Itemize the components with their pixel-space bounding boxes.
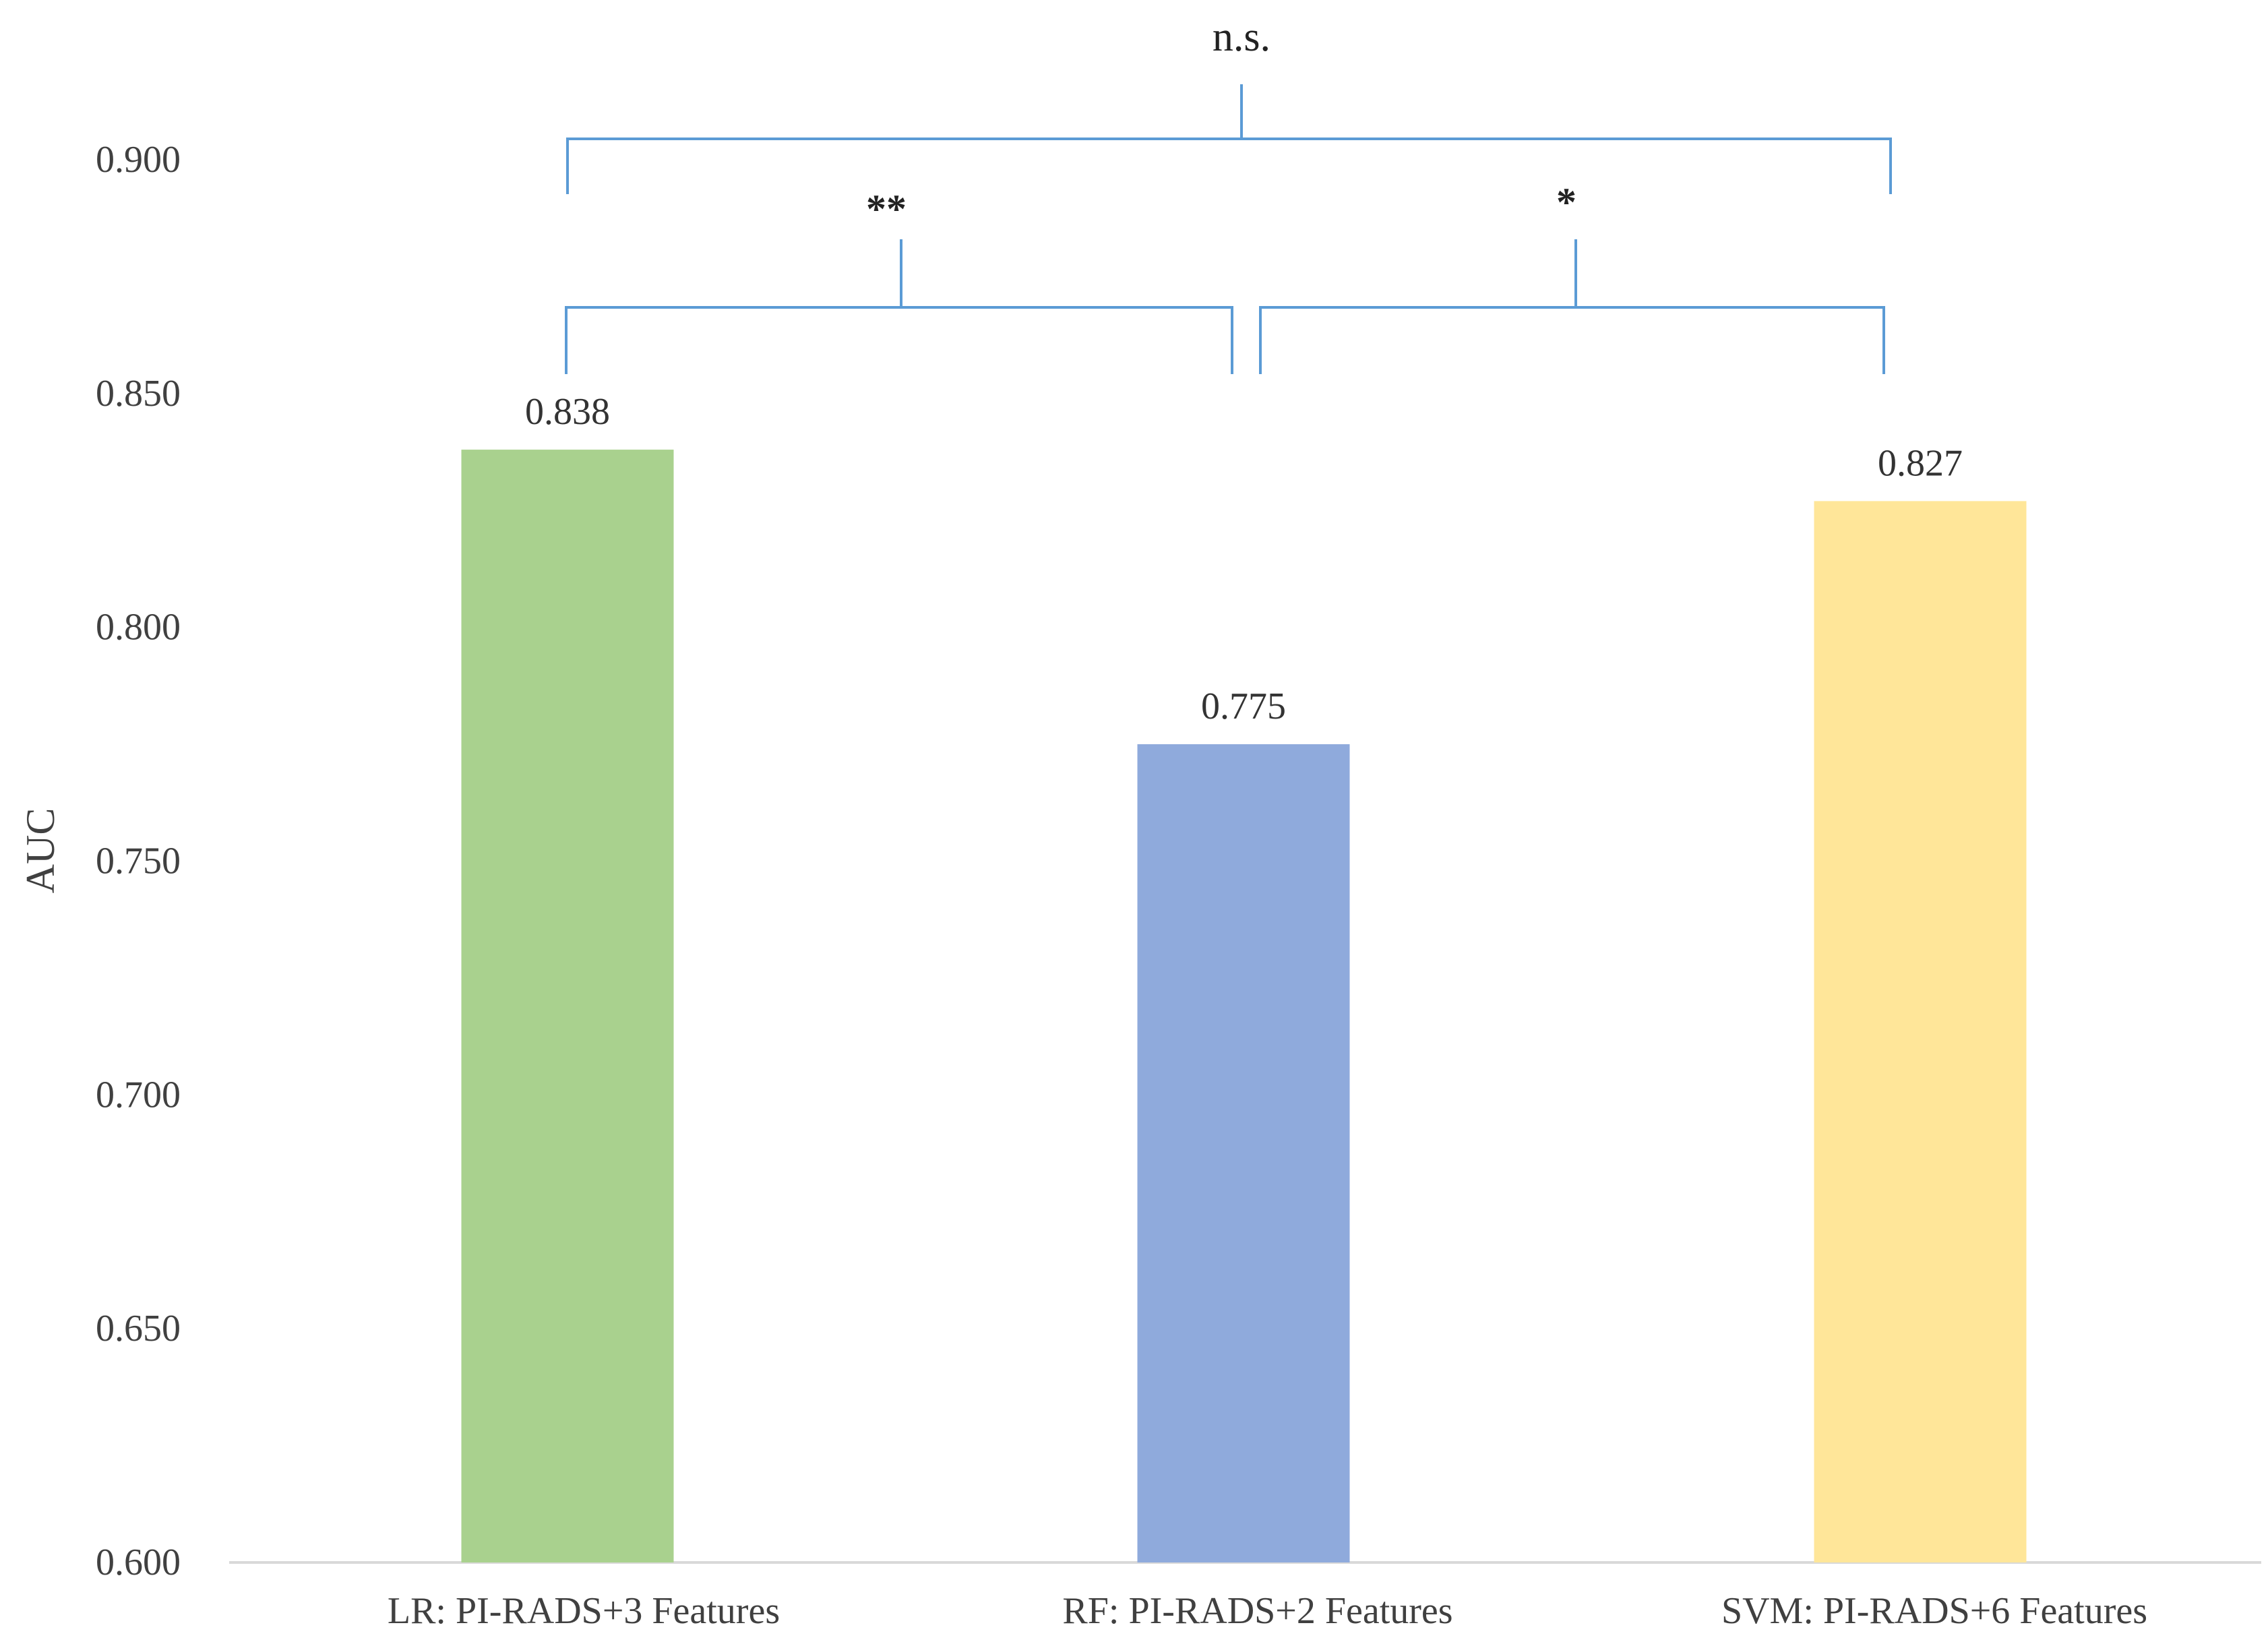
value-label-2: 0.827 [1878, 442, 1963, 484]
significance-bracket-0 [565, 306, 1233, 374]
category-label-0: LR: PI-RADS+3 Features [388, 1590, 780, 1632]
significance-label-2: n.s. [1213, 14, 1270, 60]
y-tick-label-3: 0.750 [96, 841, 181, 882]
y-axis-title: AUC [18, 808, 63, 894]
significance-brackets: ** *n.s. [565, 14, 1892, 374]
y-tick-label-4: 0.800 [96, 607, 181, 648]
value-label-1: 0.775 [1201, 686, 1286, 727]
y-tick-label-1: 0.650 [96, 1308, 181, 1349]
category-labels: LR: PI-RADS+3 Features RF: PI-RADS+2 Feat… [388, 1590, 2147, 1632]
y-tick-label-6: 0.900 [96, 139, 181, 181]
category-label-1: RF: PI-RADS+2 Features [1062, 1590, 1452, 1632]
significance-label-1: * [1556, 180, 1576, 224]
significance-bracket-2 [566, 138, 1892, 194]
category-label-2: SVM: PI-RADS+6 Features [1721, 1590, 2147, 1632]
significance-bracket-1 [1259, 306, 1885, 374]
bar-0 [461, 450, 674, 1563]
value-labels: 0.838 0.775 0.827 [525, 391, 1963, 727]
y-tick-label-0: 0.600 [96, 1542, 181, 1583]
bar-1 [1137, 744, 1350, 1562]
significance-label-0: ** [866, 187, 907, 231]
bar-2 [1814, 501, 2027, 1562]
value-label-0: 0.838 [525, 391, 610, 433]
y-tick-label-5: 0.850 [96, 373, 181, 415]
bars [461, 450, 2027, 1563]
y-tick-label-2: 0.700 [96, 1074, 181, 1116]
y-axis-ticks: 0.600 0.650 0.700 0.750 0.800 0.850 0.900 [96, 139, 181, 1583]
